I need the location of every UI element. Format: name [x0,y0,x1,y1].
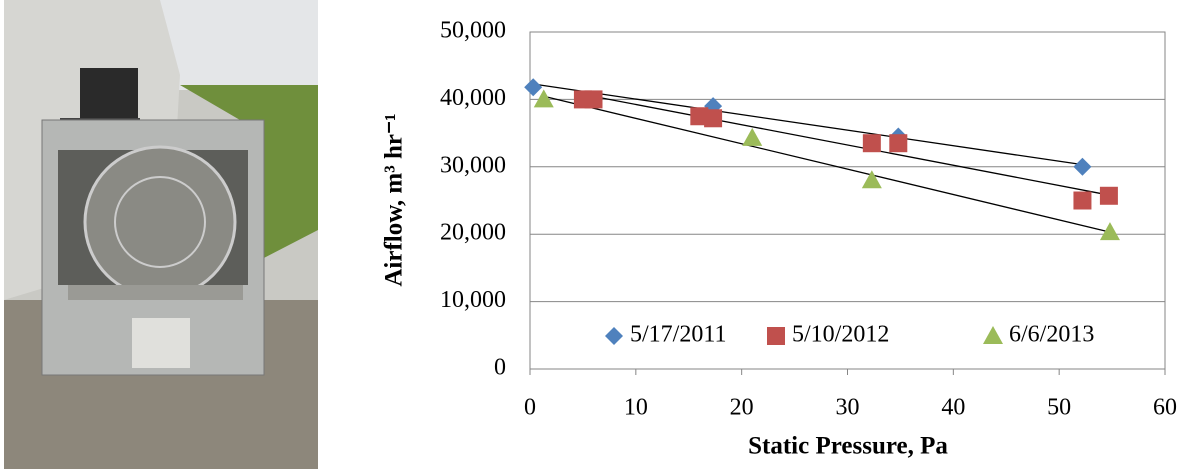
x-tick-label: 20 [730,395,754,421]
figure: Static Pressure, Pa Airflow, m³ hr⁻¹ 0 10… [0,0,1196,469]
data-point [889,134,907,152]
laptop-screen [80,68,138,120]
x-tick-label: 50 [1047,395,1071,421]
plot-area [530,32,1165,369]
legend-label: 6/6/2013 [1009,322,1094,348]
y-axis-title: Airflow, m³ hr⁻¹ [381,113,408,286]
legend-label: 5/10/2012 [792,322,889,348]
y-tick-label: 10,000 [440,287,506,313]
x-tick-label: 60 [1153,395,1177,421]
legend-marker [767,327,785,345]
data-point [1100,187,1118,205]
y-tick-label: 40,000 [440,85,506,111]
fan-shelf [68,285,243,300]
x-axis-title: Static Pressure, Pa [748,433,948,460]
y-tick-label: 30,000 [440,152,506,178]
legend-label: 5/17/2011 [630,322,726,348]
data-point [863,134,881,152]
data-point [1073,192,1091,210]
control-box [132,318,190,368]
fan [85,147,235,297]
y-tick-label: 20,000 [440,220,506,246]
page: {"chart_data": {"type": "scatter", "xlab… [0,0,1196,469]
data-point [585,90,603,108]
y-tick-label: 50,000 [440,18,506,44]
x-tick-label: 0 [524,395,536,421]
x-tick-label: 10 [624,395,648,421]
x-tick-label: 40 [941,395,965,421]
photo [4,0,318,469]
data-point [704,109,722,127]
x-tick-label: 30 [836,395,860,421]
y-tick-label: 0 [494,355,506,381]
